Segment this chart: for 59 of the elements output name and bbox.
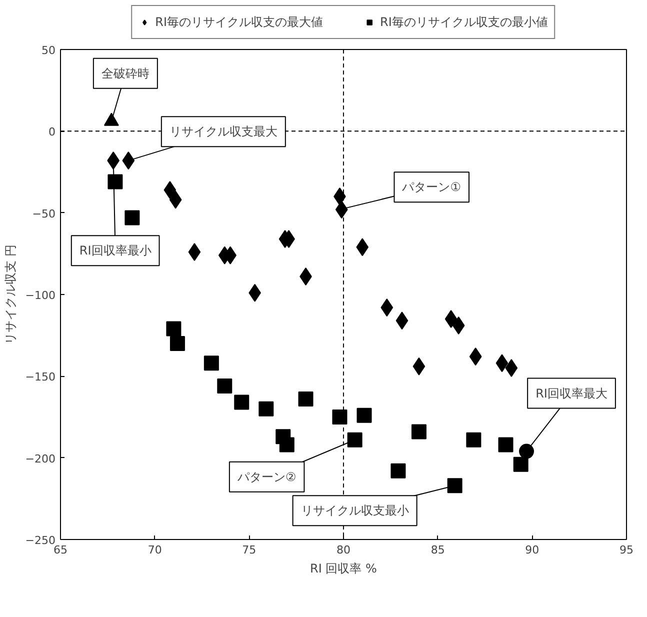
x-tick-label: 80: [336, 544, 350, 556]
point: [124, 210, 140, 226]
annotation: RI回収率最小: [79, 244, 152, 258]
x-tick-label: 85: [430, 544, 445, 556]
point: [466, 432, 482, 448]
point: [513, 456, 528, 472]
point: [412, 357, 426, 376]
point: [217, 378, 232, 394]
point: [234, 394, 250, 410]
x-tick-label: 75: [242, 544, 256, 556]
point: [356, 408, 372, 423]
point: [411, 424, 426, 440]
y-axis-title: リサイクル収支 円: [3, 244, 18, 344]
annotation: 全破砕時: [101, 66, 150, 80]
point: [396, 312, 408, 330]
point: [188, 243, 201, 262]
point: [170, 336, 185, 351]
point: [108, 174, 123, 190]
point: [452, 316, 465, 335]
y-tick-label: −250: [25, 534, 56, 547]
point: [444, 310, 458, 328]
point: [298, 392, 314, 407]
annotation: リサイクル収支最小: [300, 504, 409, 518]
y-tick-label: −100: [25, 289, 56, 302]
point: [279, 437, 294, 452]
point: [347, 432, 362, 448]
point: [469, 348, 482, 366]
y-tick-label: 0: [48, 126, 56, 139]
point: [380, 298, 394, 317]
point: [164, 180, 176, 199]
x-tick-label: 65: [54, 544, 68, 556]
x-tick-label: 70: [148, 544, 162, 556]
point: [204, 356, 219, 371]
annotation: リサイクル収支最大: [169, 124, 278, 139]
x-axis-title: RI 回収率 %: [310, 562, 377, 576]
point: [356, 238, 369, 256]
point: [498, 437, 514, 452]
point: [505, 359, 518, 377]
x-tick-label: 90: [525, 544, 540, 556]
point: [335, 200, 348, 219]
point: [169, 190, 182, 209]
annotation: パターン①: [401, 180, 461, 194]
y-tick-label: −50: [32, 207, 56, 220]
point: [496, 354, 508, 372]
y-tick-label: −150: [25, 370, 56, 384]
point: [332, 410, 348, 424]
legend-label: RI毎のリサイクル収支の最小値: [380, 14, 548, 30]
point: [447, 478, 462, 494]
point: [166, 321, 182, 336]
y-tick-label: −200: [25, 452, 56, 466]
point: [390, 463, 406, 478]
point: [258, 401, 274, 416]
legend-label: RI毎のリサイクル収支の最大値: [155, 14, 323, 30]
annotation: RI回収率最大: [536, 386, 608, 400]
x-tick-label: 95: [620, 544, 634, 556]
y-tick-label: 50: [42, 44, 56, 57]
point: [122, 152, 135, 170]
point: [519, 444, 534, 459]
annotation: パターン②: [236, 470, 296, 484]
